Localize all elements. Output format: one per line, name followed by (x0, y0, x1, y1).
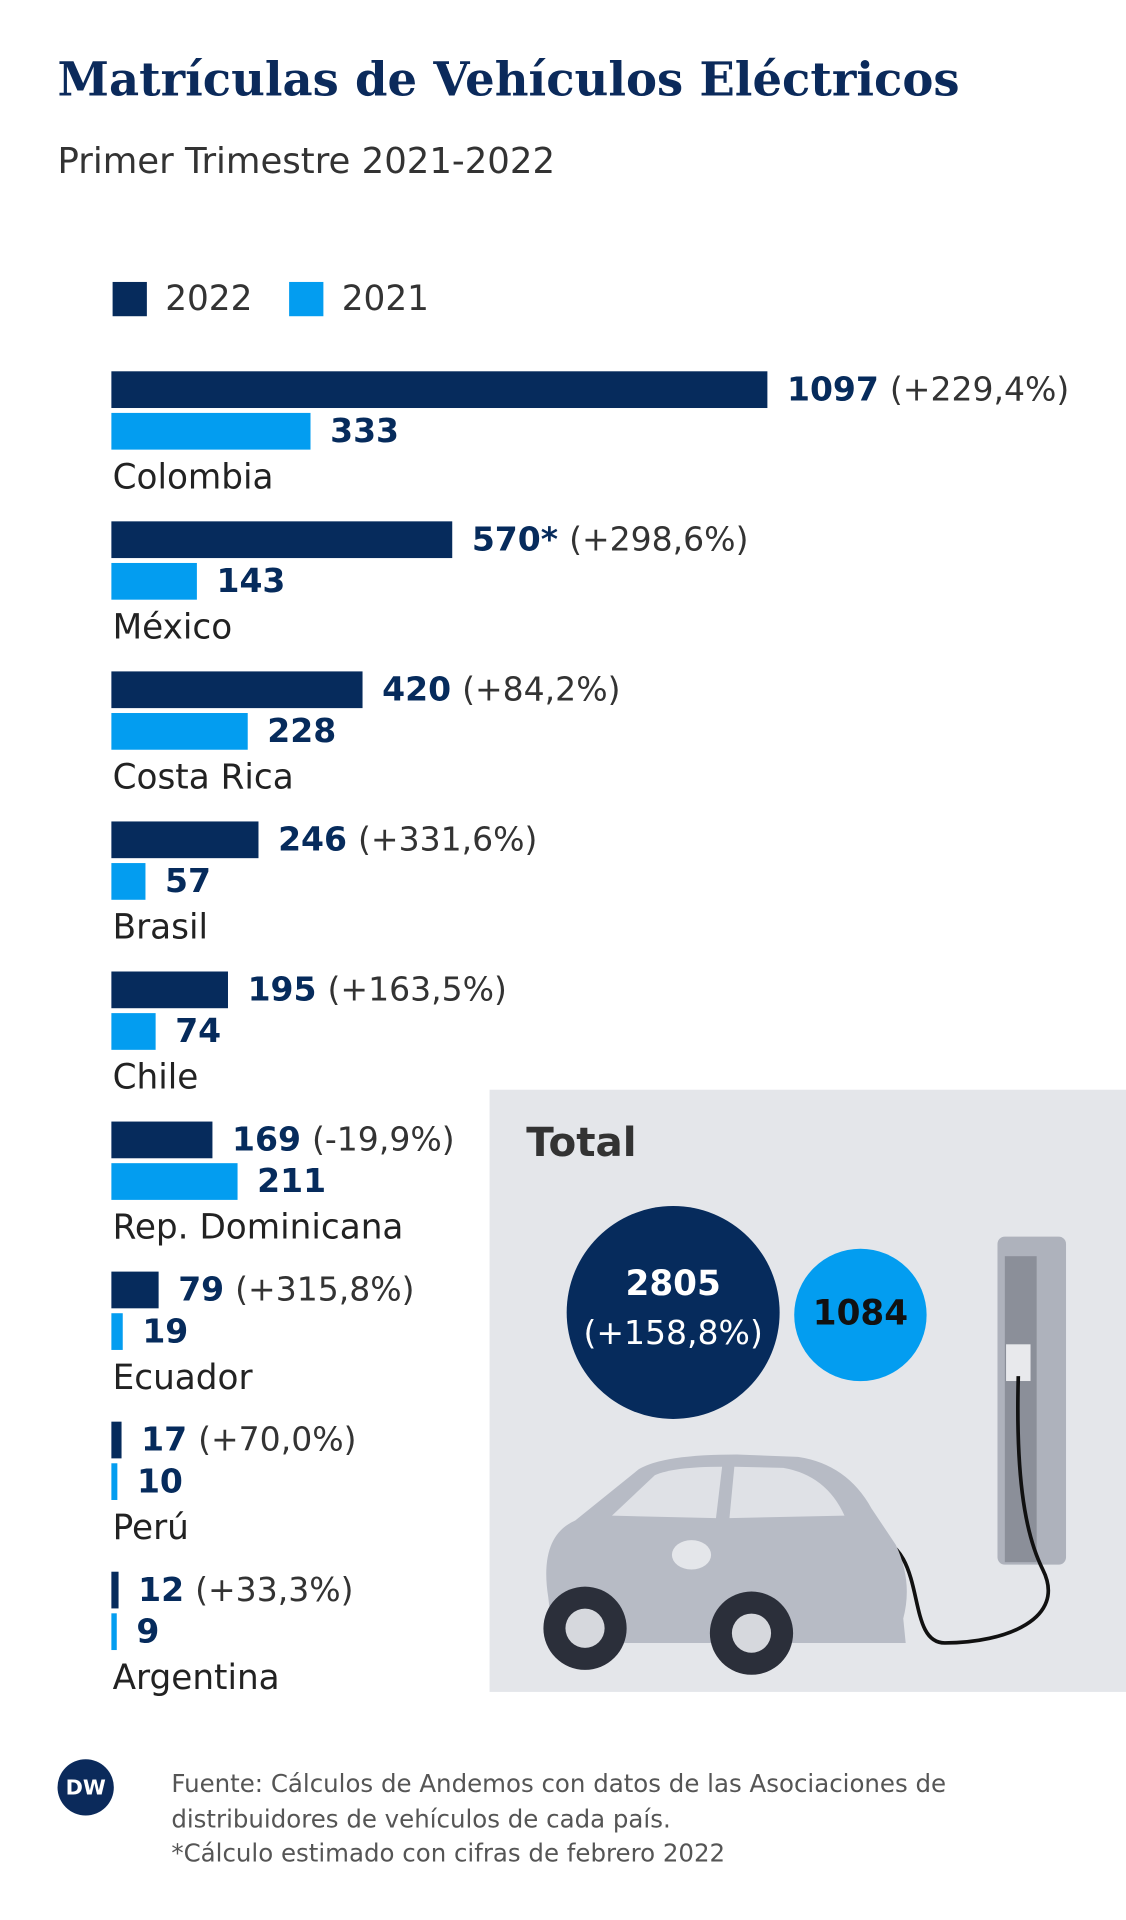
category-label: Costa Rica (113, 758, 294, 798)
value-label: 9 (136, 1611, 159, 1650)
value-label: 12 (138, 1570, 184, 1609)
change-label: (+315,8%) (235, 1270, 414, 1309)
total-circle (794, 1248, 927, 1382)
bar (111, 1271, 159, 1309)
bar (111, 1421, 122, 1459)
bar (111, 671, 363, 709)
bar (111, 1571, 119, 1609)
bar (111, 971, 228, 1009)
source-text: Fuente: Cálculos de Andemos con datos de… (171, 1769, 946, 1798)
value-label: 57 (165, 861, 211, 900)
legend-swatch (289, 281, 324, 317)
value-label: 195 (248, 970, 317, 1009)
value-label: 211 (257, 1161, 326, 1200)
cable (871, 1376, 1051, 1645)
value-label: 570* (472, 519, 558, 558)
value-label: 79 (178, 1270, 224, 1309)
category-label: México (113, 608, 233, 648)
value-label: 246 (278, 820, 347, 859)
charger-illustration (871, 1236, 1067, 1645)
bar (111, 1163, 238, 1200)
car-light (671, 1540, 712, 1570)
value-label: 10 (137, 1461, 183, 1500)
total-value: 2805 (625, 1264, 720, 1304)
bar (111, 562, 197, 600)
bar (111, 1463, 118, 1500)
value-label: 17 (141, 1420, 187, 1459)
car-window (729, 1466, 845, 1519)
change-label: (+84,2%) (462, 669, 620, 708)
category-label: Colombia (113, 458, 274, 498)
value-label: 1097 (787, 369, 879, 408)
bar (111, 521, 453, 559)
bar (111, 1613, 117, 1651)
bar (111, 412, 311, 450)
car-window (611, 1466, 723, 1519)
bar (111, 1313, 123, 1350)
bar (111, 821, 259, 859)
category-label: Rep. Dominicana (113, 1208, 404, 1248)
category-label: Chile (113, 1058, 199, 1098)
charger-panel (1004, 1256, 1037, 1563)
chart-title: Matrículas de Vehículos Eléctricos (58, 52, 960, 107)
change-label: (+298,6%) (569, 519, 748, 558)
car-hub (731, 1613, 772, 1653)
value-label: 420 (382, 669, 451, 708)
bar (111, 1121, 213, 1159)
change-label: (+229,4%) (890, 369, 1069, 408)
source-text: *Cálculo estimado con cifras de febrero … (171, 1839, 725, 1868)
bar (111, 713, 248, 750)
value-label: 333 (330, 411, 399, 450)
change-label: (+33,3%) (195, 1570, 353, 1609)
value-label: 74 (175, 1011, 221, 1050)
value-label: 143 (216, 561, 285, 600)
value-label: 228 (267, 711, 336, 750)
category-label: Argentina (113, 1658, 280, 1698)
bar (111, 1013, 156, 1050)
change-label: (+70,0%) (198, 1420, 356, 1459)
charger-plug (1006, 1344, 1031, 1382)
logo: DW (66, 1776, 106, 1800)
legend-label: 2021 (342, 279, 429, 319)
total-value: 1084 (813, 1293, 908, 1333)
change-label: (-19,9%) (312, 1120, 455, 1159)
change-label: (+331,6%) (358, 820, 537, 859)
category-label: Brasil (113, 908, 208, 948)
car-hub (565, 1608, 605, 1648)
category-label: Perú (113, 1508, 189, 1548)
category-label: Ecuador (113, 1358, 254, 1398)
legend-label: 2022 (165, 279, 252, 319)
total-circle (566, 1206, 780, 1419)
logo-circle (57, 1759, 114, 1816)
bar (111, 863, 146, 900)
car-illustration (543, 1454, 907, 1675)
total-change: (+158,8%) (583, 1313, 762, 1352)
source-text: distribuidores de vehículos de cada país… (171, 1804, 670, 1833)
bar (111, 371, 768, 409)
value-label: 19 (142, 1311, 188, 1350)
value-label: 169 (232, 1120, 301, 1159)
change-label: (+163,5%) (328, 970, 507, 1009)
chart-subtitle: Primer Trimestre 2021-2022 (58, 141, 556, 182)
legend-swatch (112, 281, 147, 317)
total-title: Total (526, 1119, 636, 1166)
